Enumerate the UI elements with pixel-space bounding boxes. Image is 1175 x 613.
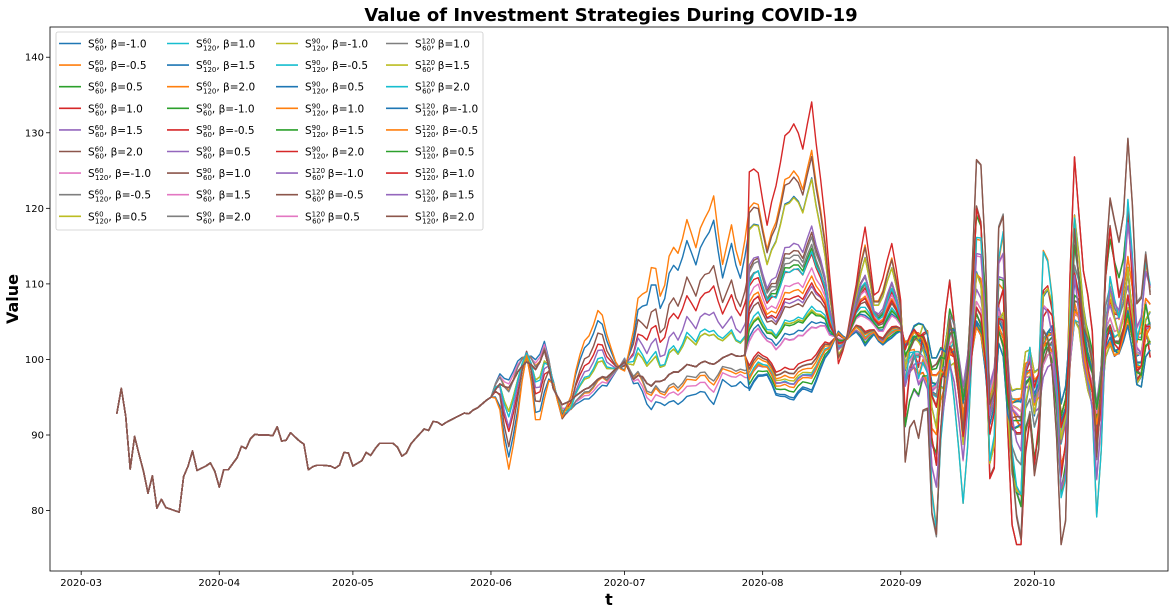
x-tick-label: 2020-04 [198,578,240,589]
legend-label: S120 60, β=1.0 [415,38,470,53]
legend: S60 60, β=-1.0 S60 60, β=-0.5 S60 60, β=0.5 S6… [55,31,484,231]
series-line [116,138,1151,546]
y-tick-label: 120 [25,204,44,215]
x-tick-label: 2020-07 [604,578,646,589]
plot-frame [49,26,1169,572]
legend-label: S60 60, β=1.5 [88,124,143,139]
legend-label: S90 60, β=-1.0 [196,102,255,117]
x-tick-label: 2020-10 [1013,578,1055,589]
x-tick-label: 2020-05 [332,578,374,589]
legend-label: S60 60, β=-1.0 [88,38,147,53]
legend-label: S120 120, β=1.0 [415,167,474,182]
legend-label: S120 60, β=-0.5 [305,189,364,204]
legend-label: S120 120, β=-1.0 [415,102,478,117]
y-tick-label: 130 [25,128,44,139]
legend-label: S90 60, β=1.0 [196,167,251,182]
legend-label: S90 60, β=-0.5 [196,124,255,139]
legend-label: S120 120, β=1.5 [415,189,474,204]
y-tick-label: 80 [31,506,44,517]
x-tick-label: 2020-06 [470,578,512,589]
x-tick-label: 2020-03 [60,578,102,589]
legend-label: S90 120, β=1.0 [305,102,364,117]
legend-label: S60 120, β=1.5 [196,59,255,74]
legend-label: S60 120, β=-1.0 [88,167,151,182]
legend-label: S90 60, β=2.0 [196,210,251,225]
legend-label: S90 120, β=1.5 [305,124,364,139]
series-line [116,272,1151,513]
x-axis-label: t [605,590,613,609]
legend-label: S120 120, β=2.0 [415,210,474,225]
y-axis-label: Value [3,274,22,324]
y-axis: 80 90 100 110 120 130 140 [25,53,50,517]
legend-label: S90 120, β=-0.5 [305,59,368,74]
legend-box [55,31,484,231]
legend-label: S60 60, β=-0.5 [88,59,147,74]
legend-label: S60 120, β=2.0 [196,81,255,96]
legend-label: S90 60, β=1.5 [196,189,251,204]
y-tick-label: 140 [25,53,44,64]
legend-label: S120 60, β=1.5 [415,59,470,74]
legend-label: S90 120, β=0.5 [305,81,364,96]
legend-label: S60 120, β=1.0 [196,38,255,53]
legend-label: S60 120, β=-0.5 [88,189,151,204]
chart-title: Value of Investment Strategies During CO… [364,5,857,26]
legend-label: S120 60, β=-1.0 [305,167,364,182]
x-axis: 2020-03 2020-04 2020-05 2020-06 2020-07 2020-… [60,571,1055,589]
legend-label: S120 120, β=0.5 [415,146,474,161]
legend-label: S120 120, β=-0.5 [415,124,478,139]
legend-label: S120 60, β=0.5 [305,210,360,225]
legend-label: S90 120, β=-1.0 [305,38,368,53]
legend-label: S90 120, β=2.0 [305,146,364,161]
legend-label: S90 60, β=0.5 [196,146,251,161]
legend-label: S60 60, β=0.5 [88,81,143,96]
x-tick-label: 2020-09 [880,578,922,589]
legend-label: S120 60, β=2.0 [415,81,470,96]
y-tick-label: 100 [25,355,44,366]
y-tick-label: 90 [31,431,44,442]
x-tick-label: 2020-08 [742,578,784,589]
series-lines [116,101,1151,546]
legend-label: S60 120, β=0.5 [88,210,147,225]
legend-label: S60 60, β=2.0 [88,146,143,161]
y-tick-label: 110 [25,279,44,290]
legend-label: S60 60, β=1.0 [88,102,143,117]
